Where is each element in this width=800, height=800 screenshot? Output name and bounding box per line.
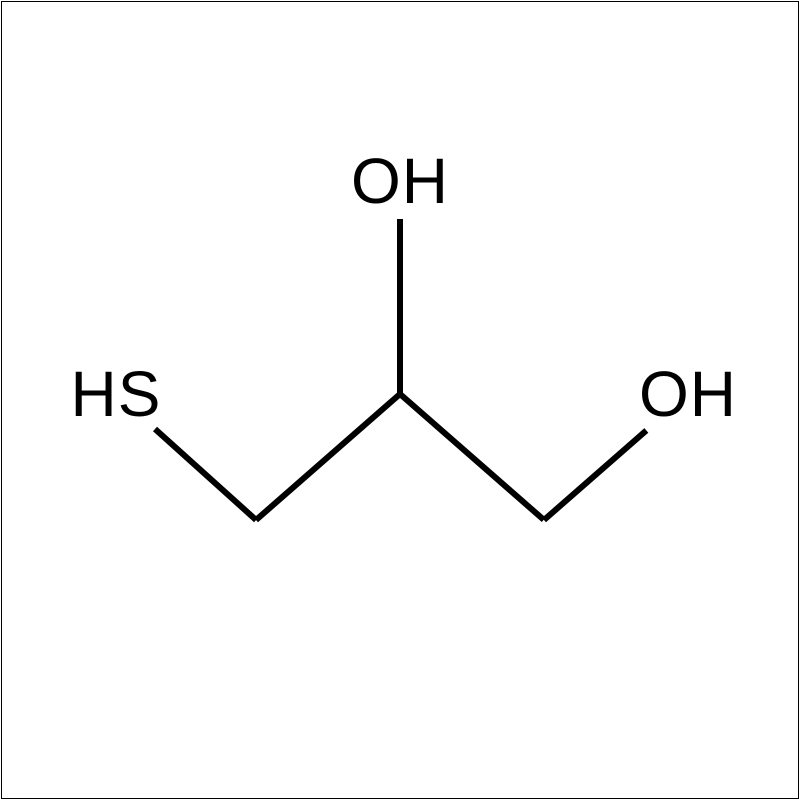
atom-oh3: OH (639, 357, 737, 431)
bond-C2-OH2 (397, 219, 403, 394)
molecule-canvas: HS OH OH (0, 0, 800, 800)
atom-oh2: OH (351, 144, 449, 218)
atom-hs: HS (71, 357, 162, 431)
